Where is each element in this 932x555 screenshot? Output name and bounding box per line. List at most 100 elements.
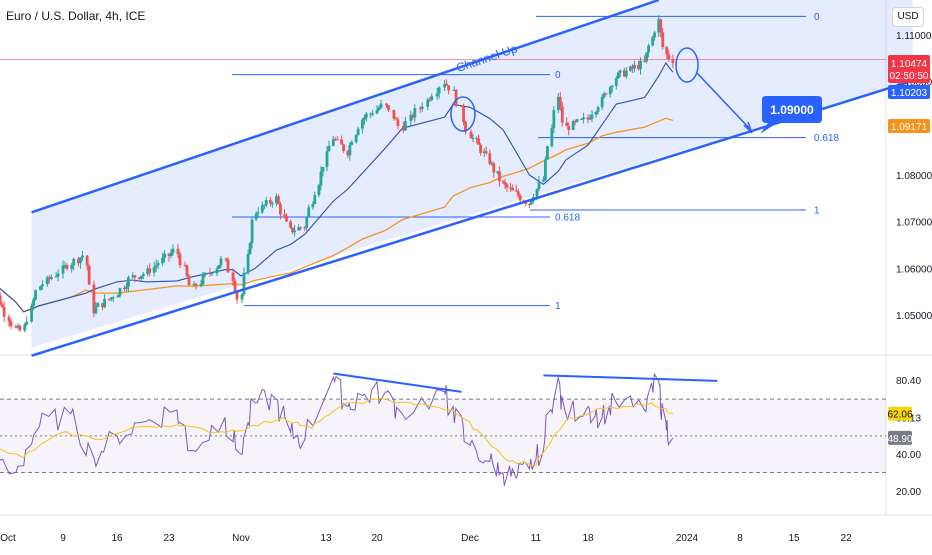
time-axis-tick: 15 — [788, 533, 800, 544]
candle-body — [447, 85, 451, 91]
candle-body — [413, 108, 417, 118]
candle-body — [667, 54, 671, 59]
candle — [505, 182, 509, 193]
candle — [45, 275, 49, 287]
candle — [291, 227, 294, 235]
candle — [163, 250, 166, 263]
candle-body — [41, 284, 44, 287]
candle-body — [125, 286, 128, 290]
candle-body — [443, 83, 447, 88]
candle — [161, 252, 164, 267]
candle — [54, 272, 58, 278]
candle-body — [331, 139, 335, 146]
candle-body — [242, 272, 246, 295]
candle-body — [118, 288, 122, 296]
candle — [501, 180, 505, 185]
price-tag-countdown: 02:50:50 — [890, 71, 929, 82]
candle-body — [85, 255, 89, 266]
candle-body — [321, 167, 325, 172]
candle-body — [63, 265, 67, 267]
candle — [56, 269, 60, 282]
candle-body — [111, 297, 115, 299]
candle — [530, 200, 533, 206]
candle-body — [371, 113, 375, 115]
candle-body — [622, 70, 626, 77]
candle-body — [610, 85, 614, 88]
candle-body — [183, 265, 187, 267]
ma-fast-line — [0, 61, 674, 313]
symbol-title[interactable]: Euro / U.S. Dollar, 4h, ICE — [6, 9, 146, 23]
rsi-ma-tag-value: 62.06 — [887, 410, 912, 421]
candle — [183, 261, 187, 267]
candle-body — [199, 283, 203, 286]
candle — [418, 105, 422, 113]
time-axis-tick: 20 — [371, 533, 383, 544]
candle — [167, 253, 171, 262]
candle-body — [77, 258, 80, 264]
candle-body — [590, 114, 594, 119]
rsi-tag — [888, 430, 912, 445]
candle-body — [544, 159, 547, 180]
candle-body — [375, 109, 379, 114]
candle — [146, 265, 150, 277]
candle-body — [201, 275, 205, 284]
candle — [305, 215, 309, 232]
candle — [101, 303, 104, 311]
candle — [594, 110, 598, 119]
target-arrow-line — [696, 72, 751, 130]
candle — [342, 143, 345, 153]
candle — [616, 71, 620, 80]
candle-body — [297, 227, 301, 231]
candle-body — [460, 106, 463, 108]
candle-body — [426, 99, 430, 107]
candle — [647, 43, 650, 58]
candle — [464, 120, 467, 135]
candle — [77, 256, 80, 267]
candle — [148, 263, 152, 277]
candle — [270, 201, 274, 209]
candle-body — [490, 163, 494, 165]
price-tag-ma-slow — [888, 119, 930, 133]
candle — [285, 213, 288, 222]
candle-body — [516, 191, 520, 196]
currency-button[interactable]: USD — [892, 7, 924, 27]
candle — [313, 191, 317, 205]
candle-body — [488, 153, 492, 164]
fib-level-label: 1 — [814, 206, 820, 217]
candle-body — [270, 203, 274, 205]
candle — [169, 249, 173, 259]
candle-body — [81, 255, 84, 258]
candle — [544, 156, 547, 182]
candle — [580, 118, 583, 120]
ma-slow-line — [0, 117, 674, 313]
candle — [333, 137, 337, 142]
candle — [575, 118, 579, 123]
candle-body — [92, 284, 96, 314]
candle — [363, 114, 366, 125]
candle — [41, 280, 44, 290]
candle-body — [208, 272, 212, 274]
candle-body — [210, 273, 214, 275]
candle — [39, 285, 42, 291]
candle-body — [428, 99, 432, 101]
fib-level-label: 1 — [555, 301, 561, 312]
candle-body — [602, 93, 606, 97]
circle-annotation — [450, 96, 476, 132]
candle — [70, 262, 74, 273]
target-arrow-head — [743, 121, 753, 134]
candle — [325, 146, 329, 172]
target-callout: 1.09000 — [760, 96, 822, 134]
candle-body — [96, 303, 100, 307]
candle — [528, 203, 531, 209]
candle — [125, 282, 128, 292]
candle-body — [87, 265, 91, 285]
candle-body — [588, 118, 592, 120]
rsi-tag-value: 48.90 — [887, 434, 912, 445]
candle — [23, 322, 27, 333]
candle-body — [369, 113, 373, 115]
candle-body — [552, 110, 556, 129]
candle — [92, 280, 96, 318]
candle-body — [505, 184, 509, 188]
